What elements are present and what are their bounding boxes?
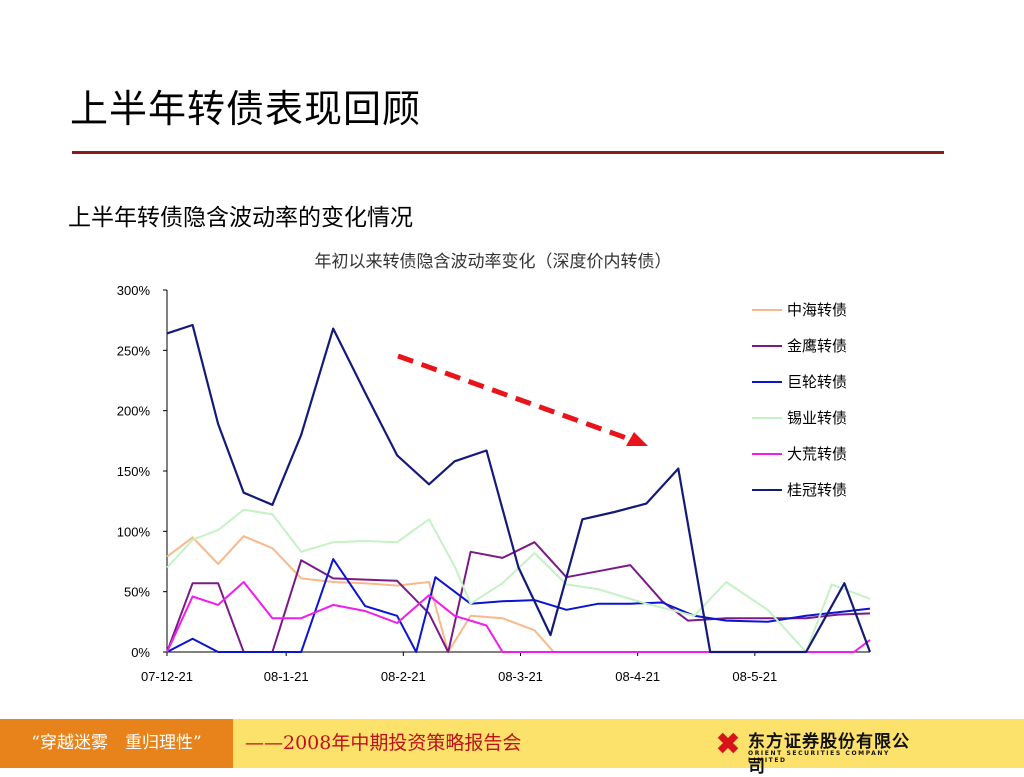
y-tick-label: 50% [124,585,150,600]
x-tick-label: 08-1-21 [264,669,309,684]
series-line-6 [166,323,872,654]
trend-arrow-head [626,432,648,446]
legend-label: 中海转债 [787,301,847,319]
x-tick-label: 08-3-21 [498,669,543,684]
y-tick-label: 250% [117,343,151,358]
y-tick-label: 0% [131,645,150,660]
footer-slogan: “穿越迷雾 重归理性” [0,719,233,768]
x-tick-label: 08-4-21 [615,669,660,684]
x-tick-label: 08-2-21 [381,669,426,684]
slide-title: 上半年转债表现回顾 [70,87,422,131]
trend-arrow [397,353,648,446]
legend-label: 锡业转债 [787,409,847,427]
y-tick-label: 100% [117,524,151,539]
chart-series [166,323,872,654]
title-divider [72,151,944,154]
legend-label: 大荒转债 [787,445,847,463]
footer-bar: “穿越迷雾 重归理性” ——2008年中期投资策略报告会 东方证券股份有限公司 … [0,719,1024,777]
series-line-5 [166,581,871,653]
y-tick-label: 200% [117,404,151,419]
y-tick-label: 150% [117,464,151,479]
x-tick-label: 08-5-21 [732,669,777,684]
chart-axes: 0% 50% 100% 150% 200% 250% 300% 07-12-21 08-1-21… [117,283,870,684]
volatility-chart: 年初以来转债隐含波动率变化（深度价内转债） 0% 50% 100% 150% 200% 2… [117,252,872,684]
legend-label: 巨轮转债 [787,373,847,391]
slide-subtitle: 上半年转债隐含波动率的变化情况 [68,205,413,231]
series-line-3 [166,558,871,653]
trend-arrow-shaft [397,353,633,443]
x-tick-label: 07-12-21 [141,669,193,684]
legend-label: 金鹰转债 [787,337,847,355]
chart-title: 年初以来转债隐含波动率变化（深度价内转债） [315,252,672,272]
company-logo-icon [717,732,739,754]
series-line-4 [166,508,871,653]
legend-label: 桂冠转债 [787,481,847,499]
company-logo: 东方证券股份有限公司 ORIENT SECURITIES COMPANY LIM… [712,725,922,777]
company-name-en: ORIENT SECURITIES COMPANY LIMITED [748,750,890,764]
series-line-1 [166,535,583,653]
footer-report-title: ——2008年中期投资策略报告会 [245,732,522,754]
series-line-2 [166,541,871,653]
y-tick-label: 300% [117,283,151,298]
